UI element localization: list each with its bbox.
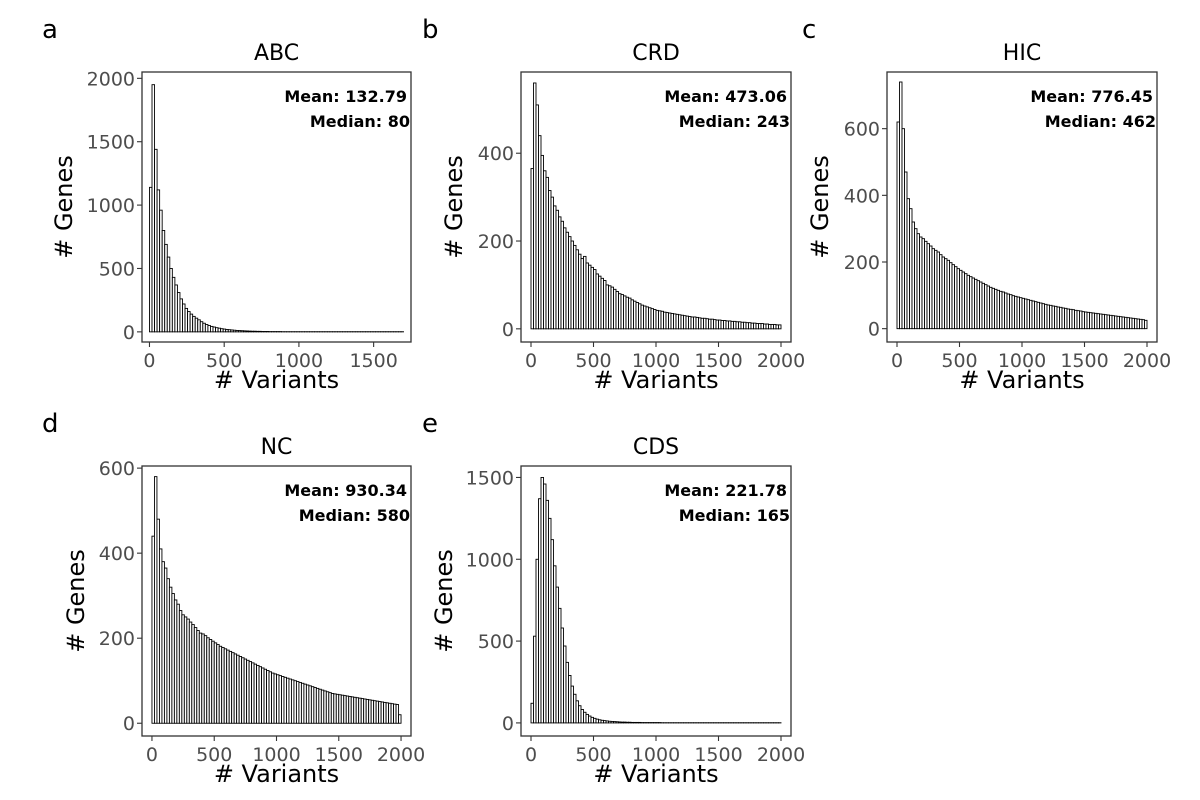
mean-annotation: Mean: 776.45 [1030,87,1153,106]
x-tick-label: 0 [891,350,903,372]
x-tick-label: 1000 [632,350,680,372]
panel-d: 0 500 1000 1500 2000 0 200 400 600 d NC # Variants #… [42,409,425,788]
median-annotation: Median: 462 [1045,112,1156,131]
y-tick-label: 400 [844,185,880,207]
bars [151,476,402,724]
x-tick-label: 0 [525,350,537,372]
panel-title: CDS [633,435,679,460]
y-tick-label: 200 [99,628,135,650]
panel-a: 0 500 1000 1500 0 500 1000 1500 2000 a ABC # Varian… [42,15,412,394]
y-tick-label: 0 [123,713,135,735]
y-axis-title: # Genes [62,549,90,653]
y-tick-label: 200 [844,252,880,274]
x-tick-label: 2000 [757,350,805,372]
panel-letter: e [422,409,438,439]
bars [149,84,404,333]
panel-c: 0 500 1000 1500 2000 0 200 400 600 c HIC # Variants… [802,15,1171,394]
y-tick-label: 400 [99,543,135,565]
y-axis-title: # Genes [50,155,78,259]
x-tick-label: 500 [575,350,611,372]
x-axis-title: # Variants [214,760,339,788]
y-axis-title: # Genes [806,155,834,259]
median-annotation: Median: 580 [299,506,410,525]
x-tick-label: 2000 [757,744,805,766]
panel-e: 0 500 1000 1500 2000 0 500 1000 1500 e CDS # Varian… [422,409,805,788]
mean-annotation: Mean: 930.34 [284,481,407,500]
x-tick-label: 500 [941,350,977,372]
x-tick-label: 500 [575,744,611,766]
median-annotation: Median: 80 [310,112,410,131]
y-tick-label: 400 [478,143,514,165]
x-axis-title: # Variants [593,760,718,788]
median-annotation: Median: 243 [679,112,790,131]
plot-frame [141,71,412,343]
panel-letter: b [422,15,439,45]
mean-annotation: Mean: 473.06 [664,87,787,106]
y-axis-title: # Genes [430,549,458,653]
y-tick-label: 0 [502,713,514,735]
histogram-bar [778,324,782,330]
panel-letter: c [802,15,816,45]
panel-title: ABC [254,41,299,66]
y-axis-title: # Genes [440,155,468,259]
x-tick-label: 500 [206,350,242,372]
y-tick-label: 0 [123,322,135,344]
mean-annotation: Mean: 132.79 [284,87,407,106]
y-tick-label: 2000 [87,68,135,90]
histogram-bar [398,714,402,724]
x-tick-label: 500 [196,744,232,766]
y-tick-label: 600 [99,458,135,480]
y-tick-label: 0 [868,319,880,341]
panel-letter: a [42,15,58,45]
panel-title: NC [261,435,293,460]
x-tick-label: 0 [143,350,155,372]
x-axis-title: # Variants [959,366,1084,394]
x-tick-label: 2000 [1123,350,1171,372]
y-tick-label: 1500 [87,132,135,154]
median-annotation: Median: 165 [679,506,790,525]
x-tick-label: 1500 [349,350,397,372]
panel-title: CRD [632,41,680,66]
x-tick-label: 2000 [377,744,425,766]
x-tick-label: 1000 [632,744,680,766]
x-tick-label: 0 [146,744,158,766]
y-tick-label: 1500 [466,467,514,489]
bars [896,81,1148,330]
y-tick-label: 1000 [87,195,135,217]
x-tick-label: 1000 [275,350,323,372]
x-axis-title: # Variants [593,366,718,394]
y-tick-label: 600 [844,119,880,141]
x-tick-label: 0 [525,744,537,766]
x-axis-title: # Variants [214,366,339,394]
x-tick-label: 1000 [998,350,1046,372]
bars [530,82,782,330]
bars [530,477,782,724]
x-tick-label: 1500 [315,744,363,766]
y-tick-label: 0 [502,319,514,341]
y-tick-label: 500 [99,258,135,280]
x-tick-label: 1500 [694,350,742,372]
histogram-bar [1144,319,1148,330]
panel-letter: d [42,409,59,439]
y-tick-label: 500 [478,631,514,653]
panel-b: 0 500 1000 1500 2000 0 200 400 b CRD # Variants # G… [422,15,805,394]
y-tick-label: 200 [478,231,514,253]
mean-annotation: Mean: 221.78 [664,481,787,500]
x-tick-label: 1500 [694,744,742,766]
panel-title: HIC [1003,41,1041,66]
y-tick-label: 1000 [466,549,514,571]
x-tick-label: 1500 [1060,350,1108,372]
histogram-bar [395,704,399,724]
x-tick-label: 1000 [252,744,300,766]
